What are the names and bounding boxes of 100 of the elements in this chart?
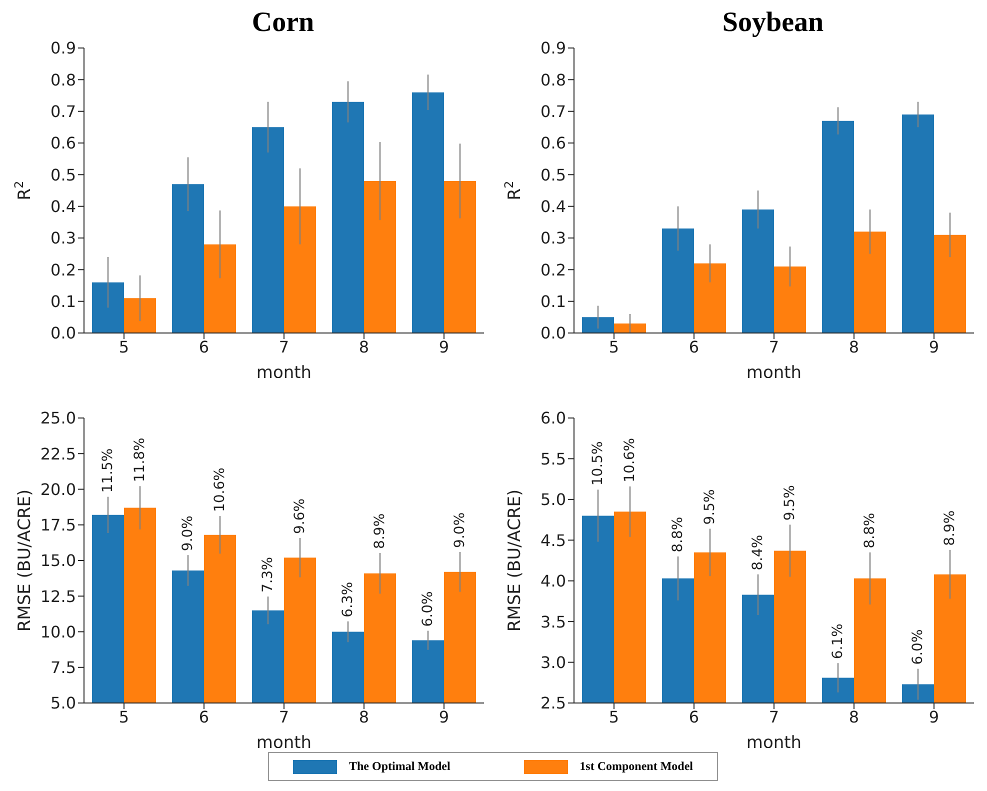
x-tick-label: 8 xyxy=(848,707,860,726)
x-axis-title: month xyxy=(256,733,312,753)
y-tick-label: 12.5 xyxy=(40,586,76,606)
x-tick-label: 9 xyxy=(438,707,450,726)
y-tick-label: 15.0 xyxy=(40,551,76,570)
annotation: 6.3% xyxy=(340,582,356,618)
x-tick-label: 5 xyxy=(608,707,620,726)
y-tick-label: 0.0 xyxy=(50,324,76,343)
y-tick-label: 0.9 xyxy=(50,38,76,58)
y-tick-label: 25.0 xyxy=(40,408,76,428)
annotation: 8.9% xyxy=(372,513,388,549)
annotation: 10.6% xyxy=(622,438,638,482)
x-tick-label: 9 xyxy=(438,337,450,356)
annotation: 8.9% xyxy=(942,510,958,546)
x-tick-label: 9 xyxy=(928,337,940,356)
y-tick-label: 4.5 xyxy=(540,530,566,550)
y-tick-label: 10.0 xyxy=(40,622,76,642)
legend-label: The Optimal Model xyxy=(349,759,450,774)
y-axis-title: RMSE (BU/ACRE) xyxy=(505,489,525,632)
y-tick-label: 0.1 xyxy=(540,292,566,312)
y-tick-label: 0.6 xyxy=(50,134,76,153)
x-axis-title: month xyxy=(746,363,802,383)
y-tick-label: 0.7 xyxy=(50,102,76,122)
bar xyxy=(662,228,694,333)
annotation: 9.0% xyxy=(452,512,468,548)
bar xyxy=(902,114,934,333)
x-tick-label: 8 xyxy=(358,707,370,726)
y-tick-label: 0.2 xyxy=(50,260,76,280)
x-tick-label: 6 xyxy=(198,337,210,356)
annotation: 9.5% xyxy=(782,485,798,521)
bar xyxy=(364,181,396,333)
annotation: 9.5% xyxy=(702,489,718,525)
bar xyxy=(742,210,774,333)
bar xyxy=(92,282,124,333)
y-tick-label: 0.5 xyxy=(540,165,566,184)
y-tick-label: 0.8 xyxy=(50,70,76,90)
y-tick-label: 3.0 xyxy=(540,652,566,672)
y-tick-label: 6.0 xyxy=(540,408,566,428)
x-axis-title: month xyxy=(256,363,312,383)
y-tick-label: 0.7 xyxy=(540,102,566,122)
annotation: 9.6% xyxy=(292,498,308,534)
bar xyxy=(412,92,444,333)
x-tick-label: 7 xyxy=(768,707,780,726)
annotation: 8.8% xyxy=(862,512,878,548)
annotation: 9.0% xyxy=(180,516,196,552)
x-tick-label: 9 xyxy=(928,707,940,726)
bar xyxy=(694,263,726,333)
y-tick-label: 0.1 xyxy=(50,292,76,312)
y-axis-title: RMSE (BU/ACRE) xyxy=(15,489,35,632)
y-tick-label: 7.5 xyxy=(50,658,76,678)
annotation: 7.3% xyxy=(260,556,276,593)
bar xyxy=(774,266,806,333)
chart-title: Soybean xyxy=(721,7,825,38)
y-tick-label: 0.0 xyxy=(540,324,566,343)
y-tick-label: 5.0 xyxy=(540,490,566,510)
y-tick-label: 22.5 xyxy=(40,444,76,464)
x-tick-label: 6 xyxy=(688,707,700,726)
bar xyxy=(854,232,886,333)
y-tick-label: 4.0 xyxy=(540,572,566,591)
bar xyxy=(252,127,284,333)
annotation: 8.8% xyxy=(670,516,686,552)
y-tick-label: 0.3 xyxy=(540,228,566,248)
annotation: 11.8% xyxy=(132,438,148,482)
annotation: 11.5% xyxy=(100,448,116,493)
bar xyxy=(172,184,204,333)
y-tick-label: 3.5 xyxy=(540,612,566,632)
x-axis-title: month xyxy=(746,733,802,753)
annotation: 6.0% xyxy=(910,629,926,665)
x-tick-label: 5 xyxy=(118,337,130,356)
bar xyxy=(124,298,156,333)
x-tick-label: 7 xyxy=(278,337,290,356)
bar xyxy=(822,120,854,333)
x-tick-label: 8 xyxy=(358,337,370,356)
y-tick-label: 0.4 xyxy=(50,197,76,216)
x-tick-label: 7 xyxy=(768,337,780,356)
bar xyxy=(582,317,614,333)
bar xyxy=(204,244,236,333)
y-tick-label: 17.5 xyxy=(40,516,76,535)
bar xyxy=(444,181,476,333)
legend-label: 1st Component Model xyxy=(580,759,693,774)
y-tick-label: 0.8 xyxy=(540,70,566,90)
chart-title: Corn xyxy=(250,7,316,38)
annotation: 10.6% xyxy=(212,468,228,512)
annotation: 6.1% xyxy=(830,624,846,660)
y-tick-label: 0.6 xyxy=(540,134,566,153)
bar xyxy=(614,324,646,333)
y-tick-label: 20.0 xyxy=(40,480,76,499)
y-tick-label: 5.0 xyxy=(50,694,76,713)
y-tick-label: 2.5 xyxy=(540,694,566,713)
y-tick-label: 0.4 xyxy=(540,197,566,216)
x-tick-label: 6 xyxy=(198,707,210,726)
x-tick-label: 6 xyxy=(688,337,700,356)
x-tick-label: 7 xyxy=(278,707,290,726)
bar xyxy=(934,234,966,333)
y-tick-label: 5.5 xyxy=(540,449,566,468)
annotation: 10.5% xyxy=(590,441,606,486)
y-tick-label: 0.3 xyxy=(50,228,76,248)
y-tick-label: 0.5 xyxy=(50,165,76,184)
y-tick-label: 0.9 xyxy=(540,38,566,58)
y-tick-label: 0.2 xyxy=(540,260,566,280)
